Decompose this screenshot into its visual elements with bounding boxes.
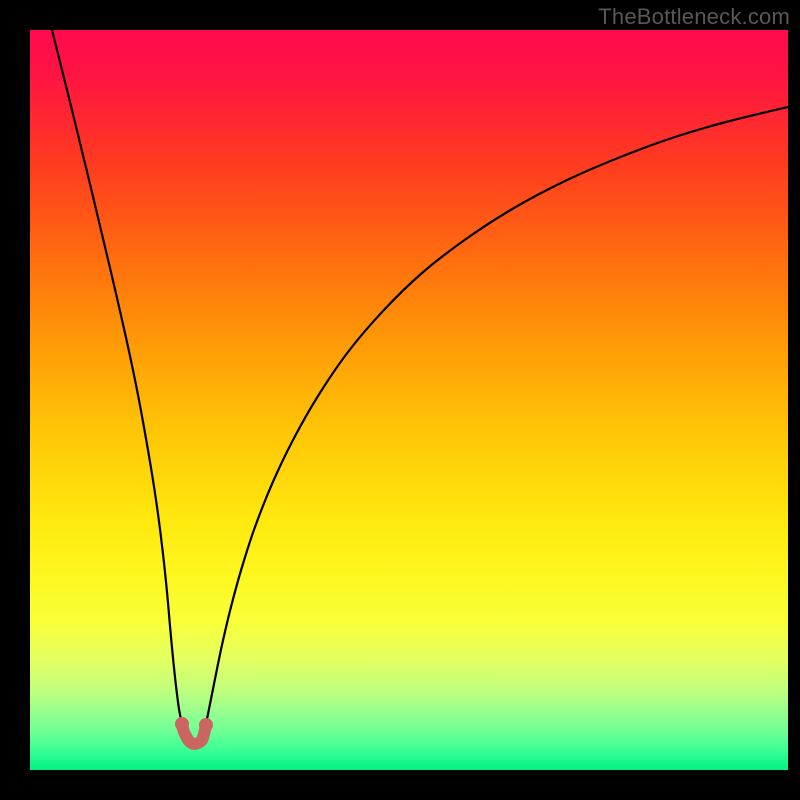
chart-svg xyxy=(0,0,800,800)
chart-canvas: TheBottleneck.com xyxy=(0,0,800,800)
watermark-text: TheBottleneck.com xyxy=(598,4,790,30)
plot-background xyxy=(30,30,788,770)
